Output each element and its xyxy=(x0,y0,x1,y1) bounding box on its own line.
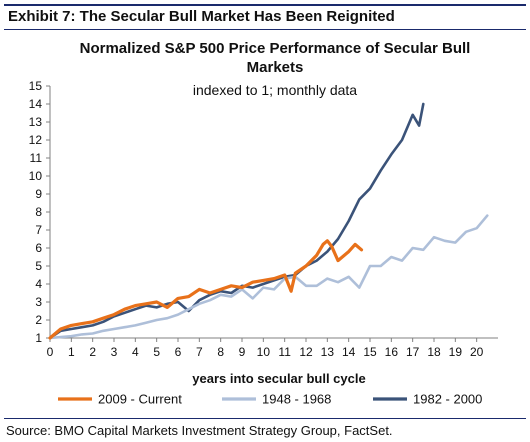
legend-label: 1982 - 2000 xyxy=(413,392,482,407)
chart-title-line1: Normalized S&P 500 Price Performance of … xyxy=(79,40,471,57)
y-tick-label: 15 xyxy=(29,79,43,93)
x-tick-label: 20 xyxy=(470,345,484,359)
x-tick-label: 5 xyxy=(153,345,160,359)
x-tick-label: 19 xyxy=(449,345,463,359)
exhibit-header: Exhibit 7: The Secular Bull Market Has B… xyxy=(4,4,526,30)
x-axis-title: years into secular bull cycle xyxy=(192,371,365,386)
y-tick-label: 10 xyxy=(29,169,43,183)
x-tick-label: 6 xyxy=(175,345,182,359)
legend-label: 2009 - Current xyxy=(98,392,182,407)
y-tick-label: 12 xyxy=(29,133,43,147)
x-tick-label: 7 xyxy=(196,345,203,359)
x-tick-label: 4 xyxy=(132,345,139,359)
x-tick-label: 18 xyxy=(427,345,441,359)
x-tick-label: 9 xyxy=(239,345,246,359)
exhibit-title: Exhibit 7: The Secular Bull Market Has B… xyxy=(8,8,395,25)
x-tick-label: 0 xyxy=(47,345,54,359)
x-tick-label: 12 xyxy=(299,345,313,359)
x-tick-label: 3 xyxy=(111,345,118,359)
y-tick-label: 2 xyxy=(35,313,42,327)
x-tick-label: 14 xyxy=(342,345,356,359)
y-tick-label: 11 xyxy=(30,151,43,165)
x-tick-label: 13 xyxy=(321,345,335,359)
chart-legend: 2009 - Current 1948 - 1968 1982 - 2000 xyxy=(58,392,482,407)
x-tick-label: 2 xyxy=(89,345,96,359)
x-tick-label: 16 xyxy=(385,345,399,359)
y-tick-label: 4 xyxy=(35,277,42,291)
series-line-1948-1968 xyxy=(48,214,489,340)
y-tick-label: 13 xyxy=(29,115,43,129)
x-tick-label: 17 xyxy=(406,345,420,359)
source-footer: Source: BMO Capital Markets Investment S… xyxy=(4,418,526,440)
y-tick-label: 6 xyxy=(35,241,42,255)
chart-subtitle: indexed to 1; monthly data xyxy=(192,82,358,98)
y-tick-label: 9 xyxy=(35,187,42,201)
x-tick-label: 10 xyxy=(257,345,271,359)
y-tick-label: 3 xyxy=(35,295,42,309)
x-tick-label: 11 xyxy=(278,345,291,359)
chart-title-line2: Markets xyxy=(246,59,304,76)
series-line-1982-2000 xyxy=(48,102,425,340)
source-text: Source: BMO Capital Markets Investment S… xyxy=(6,423,393,438)
x-tick-label: 15 xyxy=(363,345,377,359)
x-tick-label: 8 xyxy=(217,345,224,359)
x-tick-label: 1 xyxy=(68,345,75,359)
legend-label: 1948 - 1968 xyxy=(262,392,331,407)
y-tick-label: 7 xyxy=(35,223,42,237)
series-line-2009-current xyxy=(48,239,364,340)
y-tick-label: 5 xyxy=(35,259,42,273)
y-tick-label: 8 xyxy=(35,205,42,219)
y-tick-label: 14 xyxy=(29,97,43,111)
y-tick-label: 1 xyxy=(35,331,42,345)
chart-series xyxy=(48,102,489,340)
